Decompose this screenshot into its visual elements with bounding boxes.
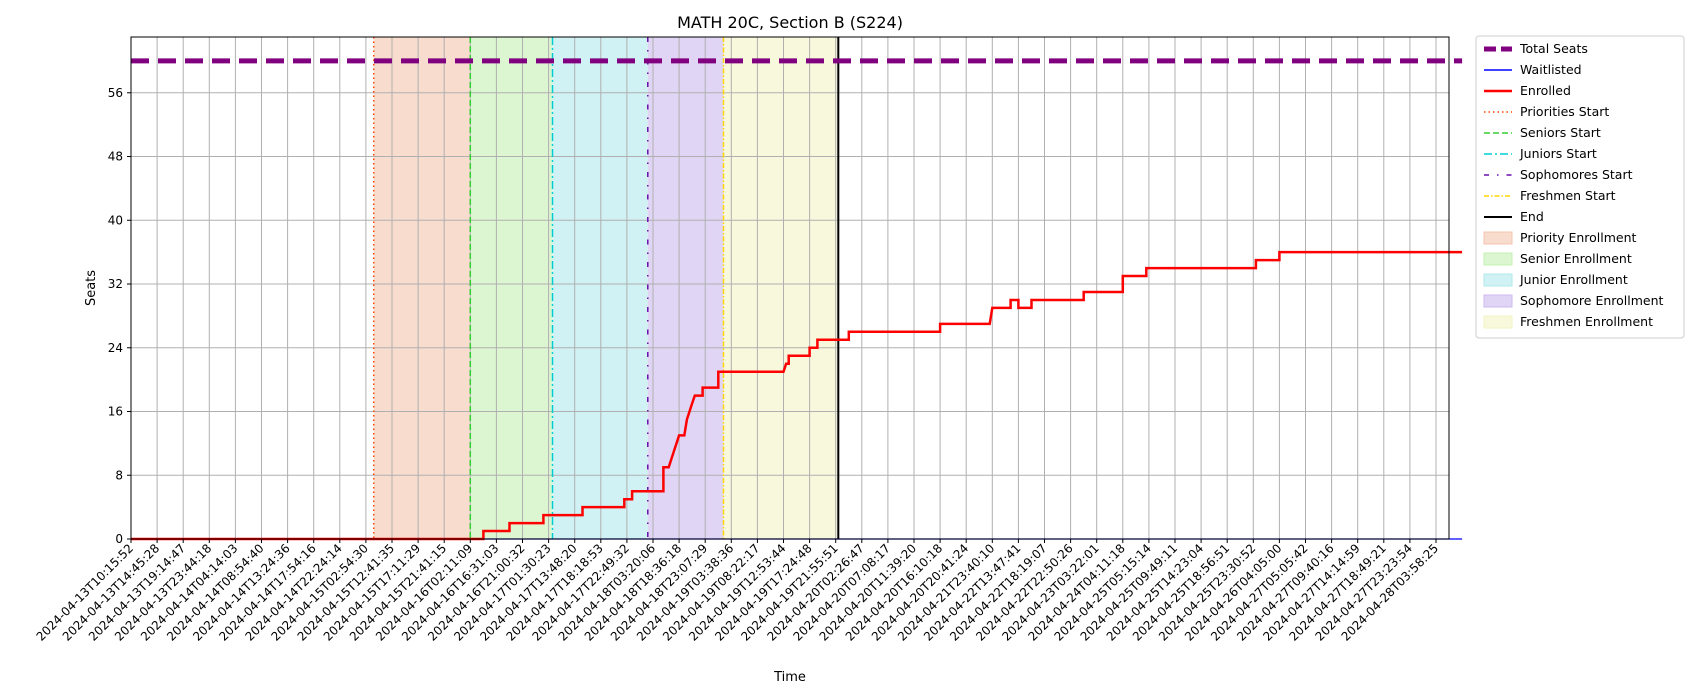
legend-label: Waitlisted (1520, 62, 1582, 77)
shaded-region (373, 37, 471, 539)
legend-label: End (1520, 209, 1544, 224)
shaded-region (723, 37, 839, 539)
x-axis-label: Time (773, 670, 806, 685)
legend-label: Total Seats (1519, 41, 1588, 56)
legend-swatch (1483, 294, 1513, 308)
legend: Total Seats Waitlisted Enrolled Priorities … (1475, 35, 1685, 339)
legend-label: Freshmen Enrollment (1520, 314, 1653, 329)
legend-label: Seniors Start (1520, 125, 1601, 140)
legend-swatch (1483, 231, 1513, 245)
phase-start-lines (372, 37, 840, 539)
legend-label: Junior Enrollment (1519, 272, 1628, 287)
plot-frame (130, 36, 1450, 540)
enrollment-phase-regions (373, 37, 839, 539)
y-tick-label: 16 (108, 405, 123, 419)
y-tick-label: 0 (115, 532, 123, 546)
legend-swatch (1483, 273, 1513, 287)
y-axis-label: Seats (84, 270, 99, 306)
chart-title: MATH 20C, Section B (S224) (677, 13, 903, 32)
y-tick-label: 32 (108, 277, 123, 291)
legend-label: Sophomores Start (1520, 167, 1633, 182)
y-axis-ticks: 0 8 16 24 32 40 48 56 (108, 86, 131, 546)
legend-label: Priority Enrollment (1520, 230, 1637, 245)
legend-swatch (1483, 252, 1513, 266)
legend-label: Enrolled (1520, 83, 1571, 98)
legend-label: Sophomore Enrollment (1520, 293, 1664, 308)
y-tick-label: 40 (108, 213, 123, 227)
legend-label: Priorities Start (1520, 104, 1609, 119)
legend-box (1475, 35, 1685, 339)
legend-label: Freshmen Start (1520, 188, 1616, 203)
legend-label: Senior Enrollment (1520, 251, 1632, 266)
x-axis-ticks: 2024-04-13T10:15:522024-04-13T14:45:2820… (34, 539, 1441, 644)
legend-label: Juniors Start (1519, 146, 1597, 161)
shaded-region (470, 37, 553, 539)
y-tick-label: 56 (108, 86, 123, 100)
y-tick-label: 48 (108, 150, 123, 164)
series-line (131, 250, 1463, 541)
y-tick-label: 24 (108, 341, 123, 355)
shaded-region (552, 37, 648, 539)
shaded-region (647, 37, 724, 539)
legend-swatch (1483, 315, 1513, 329)
y-tick-label: 8 (115, 468, 123, 482)
